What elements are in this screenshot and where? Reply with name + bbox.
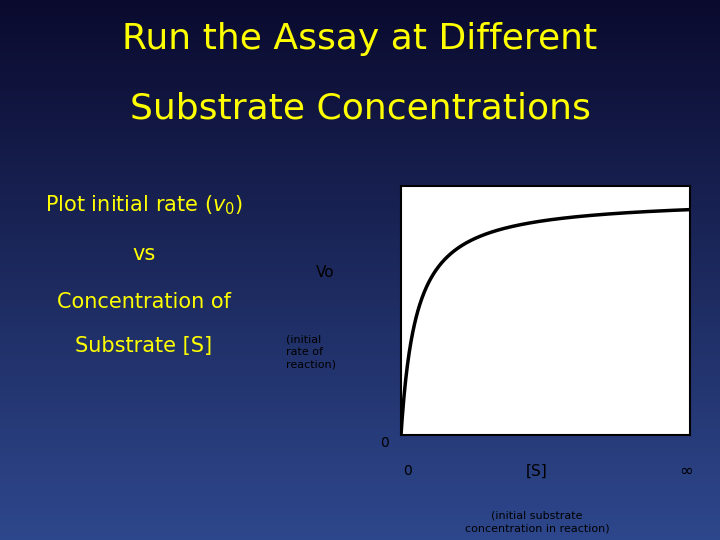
- Text: (initial
rate of
reaction): (initial rate of reaction): [287, 334, 336, 369]
- Text: [S]: [S]: [526, 463, 548, 478]
- Text: vs: vs: [132, 244, 156, 264]
- Text: 0: 0: [403, 464, 412, 478]
- Text: Plot initial rate ($v_0$): Plot initial rate ($v_0$): [45, 193, 243, 217]
- Text: 0: 0: [379, 436, 388, 450]
- Text: Substrate [S]: Substrate [S]: [76, 335, 212, 356]
- Text: Substrate Concentrations: Substrate Concentrations: [130, 92, 590, 126]
- Text: ∞: ∞: [679, 462, 693, 480]
- Text: (initial substrate
concentration in reaction): (initial substrate concentration in reac…: [464, 511, 609, 534]
- Text: Vo: Vo: [316, 265, 335, 280]
- Text: Concentration of: Concentration of: [57, 292, 231, 313]
- Text: Run the Assay at Different: Run the Assay at Different: [122, 22, 598, 56]
